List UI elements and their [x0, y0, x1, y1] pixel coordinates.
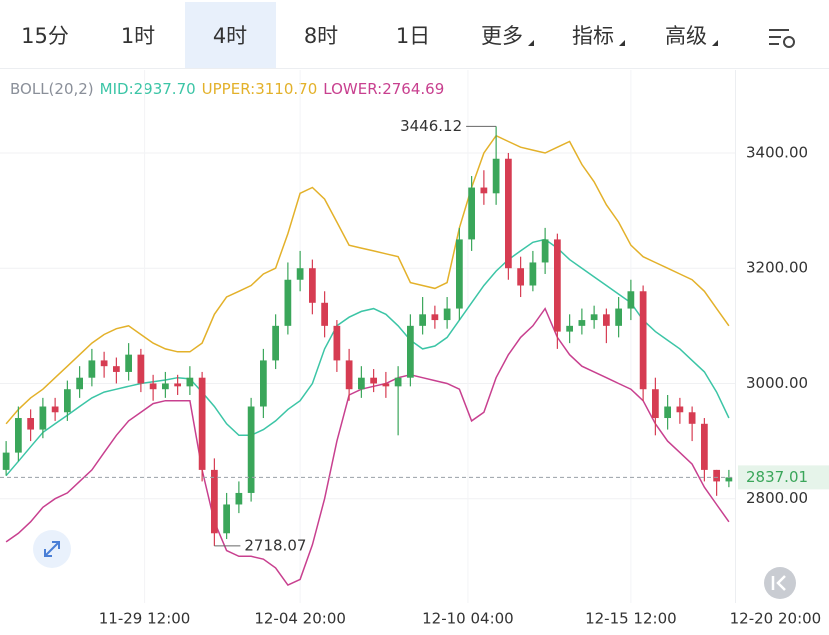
- candle-body: [443, 308, 451, 321]
- candle-body: [211, 469, 218, 534]
- candle-body: [541, 239, 549, 263]
- candle-body: [186, 377, 194, 387]
- candle-body: [137, 354, 145, 384]
- tab[interactable]: 高级: [665, 24, 707, 48]
- legend-item: UPPER:3110.70: [202, 80, 318, 98]
- selected-tab-bg: [185, 2, 276, 68]
- current-price-label: 2837.01: [746, 468, 808, 486]
- candle-body: [149, 383, 157, 390]
- tab[interactable]: 指标: [572, 24, 614, 48]
- tab[interactable]: 更多: [481, 24, 523, 48]
- indicator-legend: BOLL(20,2) MID:2937.70 UPPER:3110.70 LOWER:…: [10, 80, 444, 98]
- jump-latest-button[interactable]: [764, 567, 796, 599]
- candle-body: [162, 383, 169, 390]
- candle-body: [664, 406, 671, 419]
- tab[interactable]: 15分: [21, 24, 69, 48]
- candle-body: [15, 418, 22, 453]
- max-label: 3446.12: [400, 117, 462, 135]
- current-price-bg: [738, 465, 829, 490]
- candle-body: [260, 360, 267, 407]
- candle-body: [627, 291, 635, 309]
- candle-body: [358, 377, 365, 390]
- candle-body: [235, 492, 243, 505]
- candle-body: [198, 377, 206, 470]
- candle-body: [394, 377, 402, 387]
- candle-body: [639, 291, 647, 390]
- x-tick-label: 12-15 12:00: [585, 610, 677, 628]
- candle-body: [247, 406, 255, 493]
- candle-body: [51, 406, 59, 413]
- candle-body: [676, 406, 684, 413]
- x-tick-label: 12-10 04:00: [422, 610, 514, 628]
- candle-body: [578, 320, 586, 326]
- tab[interactable]: 1日: [396, 24, 430, 48]
- band-line: [5, 134, 730, 425]
- candle-body: [174, 383, 181, 387]
- candle-body: [345, 360, 353, 390]
- candle-body: [652, 389, 659, 419]
- candle-body: [333, 325, 341, 361]
- legend-item: LOWER:2764.69: [323, 80, 444, 98]
- min-label: 2718.07: [244, 536, 306, 554]
- y-tick-label: 3000.00: [746, 374, 808, 392]
- y-tick-label: 2800.00: [746, 489, 808, 507]
- candle-body: [456, 239, 463, 309]
- candle-body: [223, 504, 230, 534]
- candle-body: [27, 418, 34, 430]
- candle-body: [554, 239, 561, 332]
- candle-body: [603, 314, 610, 326]
- tab[interactable]: 8时: [304, 24, 338, 48]
- candle-body: [39, 406, 47, 430]
- tab[interactable]: 1时: [121, 24, 155, 48]
- candle-body: [505, 158, 512, 269]
- dropdown-arrow: [619, 40, 625, 46]
- candle-body: [370, 377, 377, 384]
- candle-body: [88, 360, 96, 378]
- candle-body: [615, 308, 622, 326]
- candle-body: [590, 314, 598, 321]
- candle-body: [113, 366, 120, 372]
- candle-body: [529, 262, 537, 286]
- candle-body: [284, 279, 292, 326]
- dropdown-arrow: [712, 40, 718, 46]
- candle-body: [725, 477, 733, 482]
- tab[interactable]: 4时: [213, 24, 247, 48]
- candle-body: [480, 187, 488, 194]
- candle-body: [431, 314, 439, 321]
- candle-body: [419, 314, 426, 326]
- x-tick-label: 12-04 20:00: [254, 610, 346, 628]
- y-tick-label: 3400.00: [746, 143, 808, 161]
- candle-body: [407, 325, 414, 378]
- candle-body: [296, 268, 304, 280]
- candle-body: [76, 377, 83, 390]
- legend-item: BOLL(20,2): [10, 80, 94, 98]
- candle-body: [382, 383, 390, 387]
- candle-body: [309, 268, 316, 303]
- candle-body: [701, 423, 708, 470]
- y-tick-label: 3200.00: [746, 259, 808, 277]
- candle-body: [64, 389, 71, 413]
- candle-body: [2, 452, 10, 470]
- candle-body: [566, 325, 573, 332]
- candle-body: [713, 469, 720, 482]
- expand-button[interactable]: [33, 530, 71, 568]
- x-tick-label: 12-20 20:00: [730, 610, 822, 628]
- candle-body: [272, 325, 279, 361]
- band-line: [5, 307, 730, 587]
- candle-body: [517, 268, 524, 286]
- candle-body: [688, 412, 696, 424]
- candle-body: [100, 360, 108, 367]
- candle-body: [468, 187, 475, 240]
- band-line: [5, 238, 730, 477]
- candle-body: [125, 354, 132, 372]
- x-tick-label: 11-29 12:00: [99, 610, 191, 628]
- candle-body: [321, 302, 328, 326]
- candle-body: [492, 158, 500, 194]
- settings-icon[interactable]: [769, 29, 795, 48]
- dropdown-arrow: [528, 40, 534, 46]
- legend-item: MID:2937.70: [100, 80, 196, 98]
